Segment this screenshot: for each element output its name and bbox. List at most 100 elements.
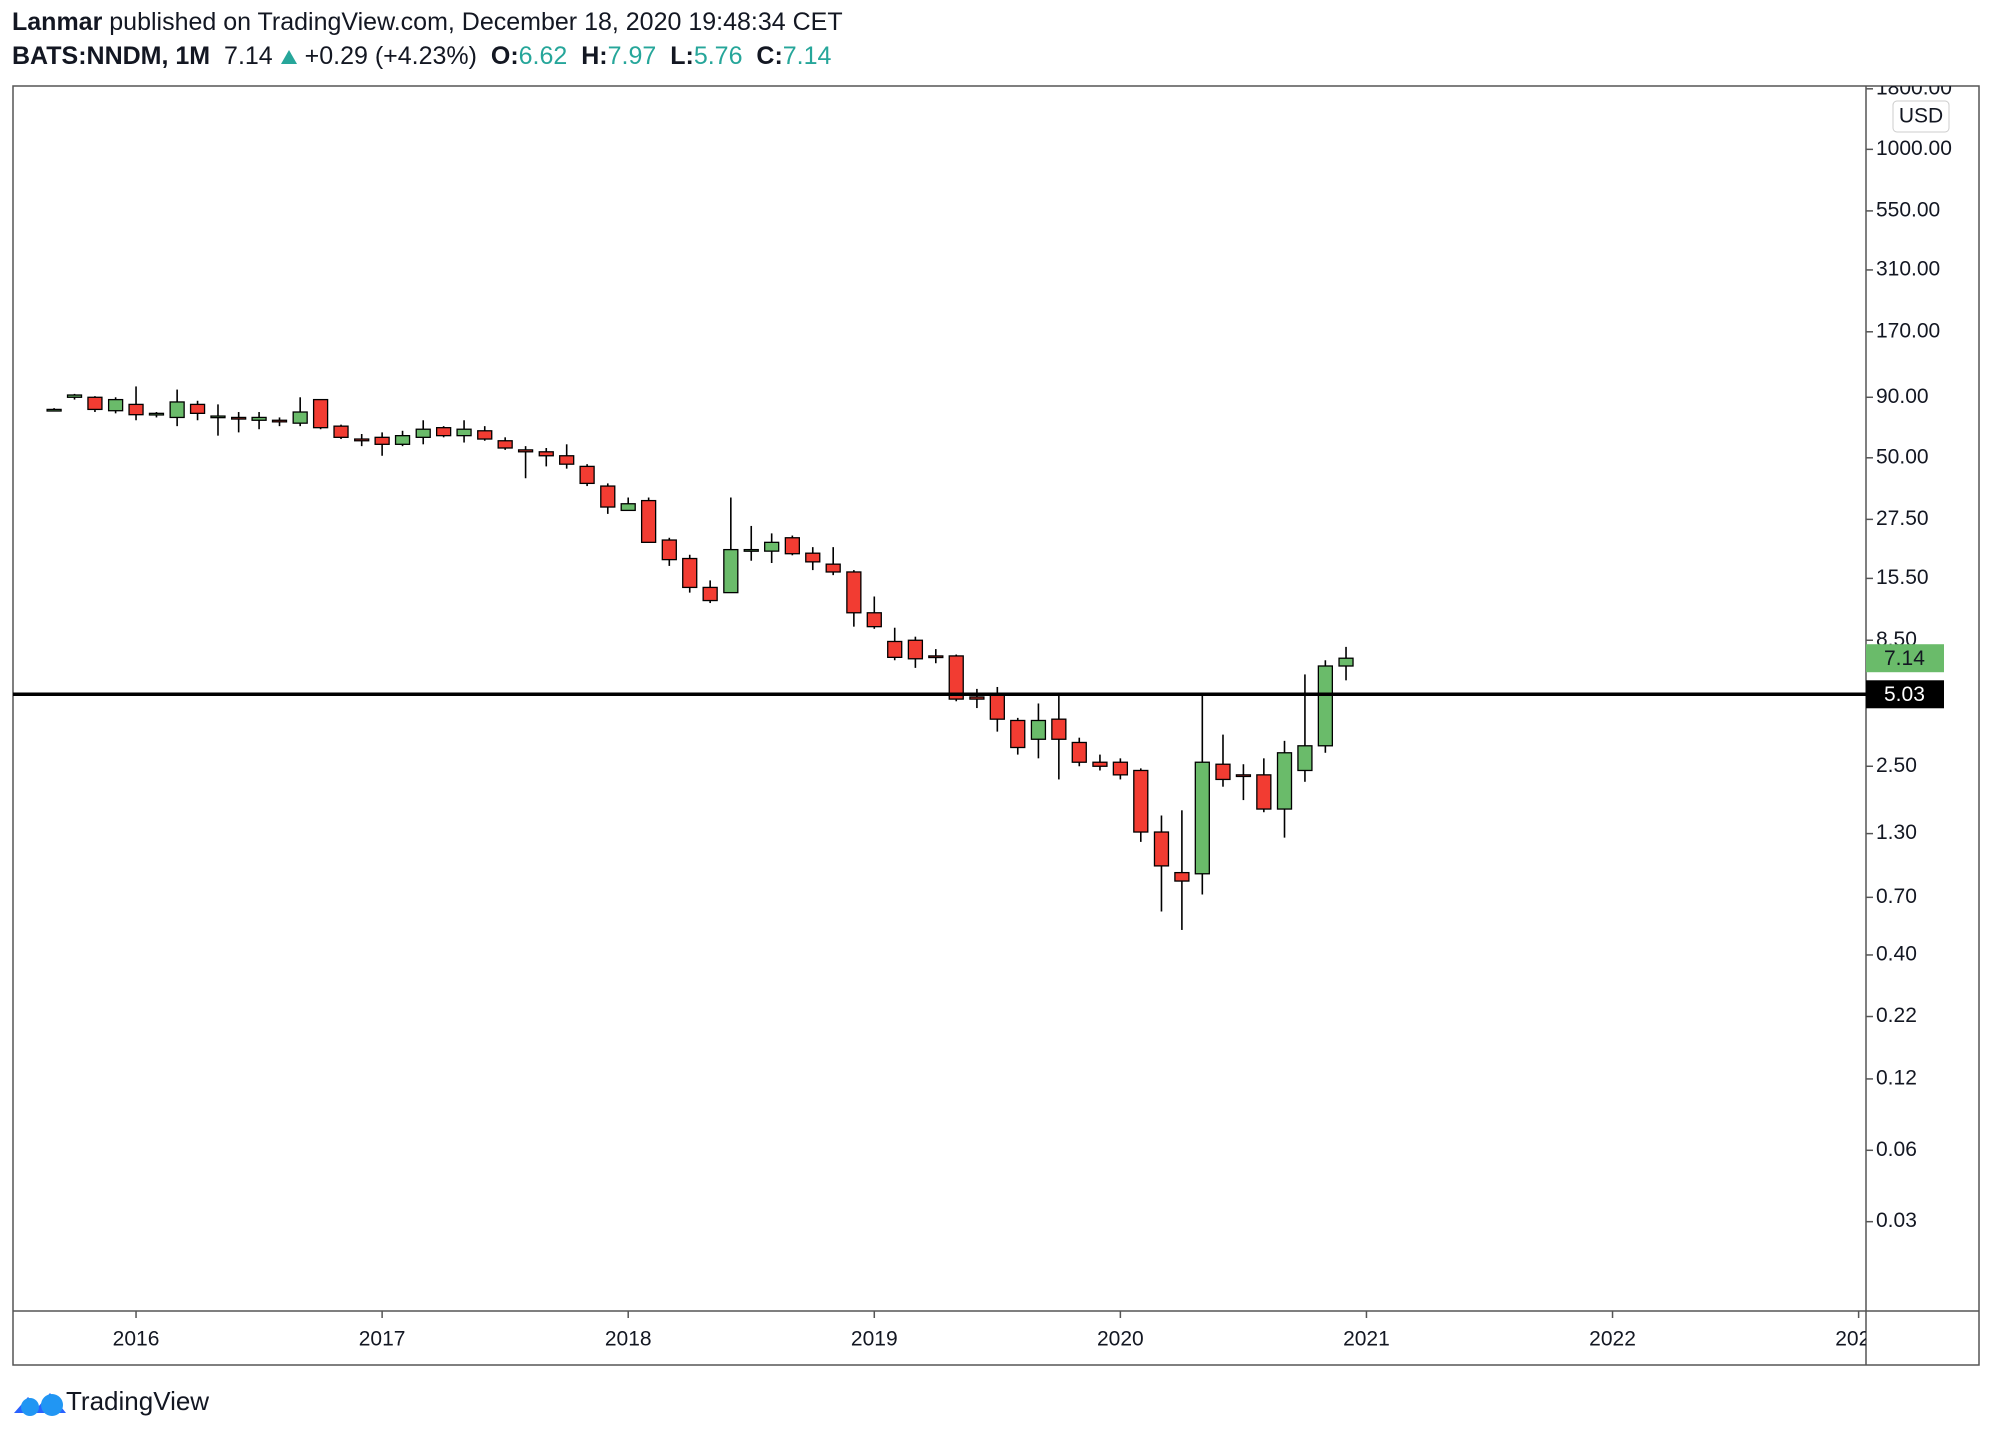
x-tick-label: 2016	[113, 1328, 160, 1351]
candle-body	[887, 640, 903, 659]
candle-body	[148, 412, 165, 416]
y-tick-label: 0.12	[1876, 1066, 1917, 1089]
candle-body	[107, 398, 124, 412]
y-tick-label: 1.30	[1876, 821, 1917, 844]
hline-price-label: 5.03	[1884, 683, 1925, 706]
ohlc-label: O:	[490, 42, 519, 70]
candle-body	[866, 612, 882, 628]
last-price-box	[1866, 644, 1944, 673]
x-tick-label: 2020	[1097, 1328, 1144, 1351]
candle-body	[969, 696, 985, 700]
y-tick-label: 1800.00	[1876, 76, 1952, 99]
logo	[14, 1393, 66, 1416]
hline-price-box	[1866, 680, 1944, 709]
currency: USD	[1899, 105, 1943, 128]
candle-body	[271, 419, 288, 423]
candle-body	[128, 403, 144, 416]
candle-body	[1174, 871, 1190, 882]
candle-body	[579, 465, 595, 485]
frame	[12, 85, 1980, 1366]
candle-body	[87, 396, 103, 411]
candle-body	[1010, 719, 1026, 749]
candle-body	[189, 403, 206, 414]
candle-body	[600, 485, 616, 508]
time-axis: 2016 2017 2018 2019 2020 2021 2022 2023	[113, 1311, 1882, 1351]
candle-body	[1215, 763, 1231, 781]
candle-body	[948, 655, 964, 700]
y-tick-label: 27.50	[1876, 507, 1929, 530]
candle-body	[559, 455, 575, 465]
y-tick-label: 0.40	[1876, 943, 1917, 966]
candle-body	[907, 639, 924, 660]
candle-body	[374, 436, 390, 445]
x-tick-label: 2018	[605, 1328, 652, 1351]
candle-body	[231, 416, 247, 420]
up-arrow-shape	[280, 50, 297, 64]
y-tick-label: 0.22	[1876, 1004, 1917, 1027]
candle-body	[1112, 761, 1129, 776]
candle-body	[825, 563, 841, 573]
candle-body	[723, 548, 739, 594]
symbol: BATS:NNDM, 1M	[12, 42, 211, 70]
candle-body	[312, 398, 329, 429]
candle-body	[435, 427, 452, 437]
y-tick-label: 0.70	[1876, 885, 1917, 908]
candle-body	[1153, 831, 1170, 867]
publish-line: Lanmar published on TradingView.com, Dec…	[12, 8, 843, 37]
ohlc-value: 6.62	[518, 42, 568, 70]
last-price-label: 7.14	[1884, 647, 1925, 670]
y-tick-label: 0.03	[1876, 1209, 1917, 1232]
candle-body	[661, 539, 677, 561]
candle-body	[415, 428, 431, 438]
y-tick-label: 310.00	[1876, 257, 1940, 280]
candle-body	[682, 557, 698, 589]
y-tick-label: 170.00	[1876, 319, 1940, 342]
candle-body	[640, 499, 657, 543]
x-tick-label: 2017	[359, 1328, 406, 1351]
ohlc-value: 7.97	[607, 42, 657, 70]
currency-box	[1892, 100, 1950, 133]
candle-body	[764, 541, 780, 552]
ohlc-label: C:	[756, 42, 783, 70]
y-tick-label: 15.50	[1876, 566, 1929, 589]
candle-body	[66, 394, 83, 398]
candle-body	[1338, 657, 1354, 667]
logo-cloud	[21, 1398, 39, 1416]
logo-cloud	[41, 1394, 63, 1416]
candle-body	[1256, 774, 1272, 810]
price-axis: 1800.00 1000.00 550.00 310.00 170.00 90.00 50.…	[1866, 76, 1952, 1232]
candle-body	[1051, 718, 1067, 740]
symbol-line: BATS:NNDM, 1M 7.14 +0.29 (+4.23%) O:6.62…	[12, 42, 831, 71]
x-tick-label: 2022	[1589, 1328, 1636, 1351]
y-tick-label: 550.00	[1876, 198, 1940, 221]
candle-body	[538, 451, 554, 457]
x-tick-label: 2019	[851, 1328, 898, 1351]
ohlc-label: H:	[581, 42, 608, 70]
candle-body	[1133, 769, 1149, 833]
brand: TradingView	[66, 1386, 210, 1416]
up-arrow	[280, 50, 297, 64]
candle-body	[477, 430, 493, 440]
chart: 1800.00 1000.00 550.00 310.00 170.00 90.00 50.…	[12, 76, 1980, 1366]
candle-body	[1071, 741, 1087, 763]
candle-body	[1297, 745, 1313, 772]
plot-area	[13, 386, 1866, 930]
candle-body	[1092, 761, 1108, 767]
candle-body	[1317, 665, 1334, 747]
x-tick-label: 2023	[1835, 1328, 1882, 1351]
ohlc-label: L:	[670, 42, 694, 70]
y-tick-label: 2.50	[1876, 754, 1917, 777]
candle-body	[292, 411, 308, 424]
ohlc-value: 5.76	[693, 42, 743, 70]
candle-body	[169, 401, 185, 419]
author: Lanmar	[12, 8, 103, 36]
published-text: published on TradingView.com, December 1…	[109, 8, 843, 36]
candle-body	[1235, 774, 1252, 778]
y-tick-label: 90.00	[1876, 385, 1929, 408]
candle-body	[210, 415, 226, 419]
candle-body	[456, 428, 472, 437]
candle-body	[743, 548, 759, 552]
candle-body	[333, 425, 349, 438]
candle-body	[702, 586, 718, 602]
